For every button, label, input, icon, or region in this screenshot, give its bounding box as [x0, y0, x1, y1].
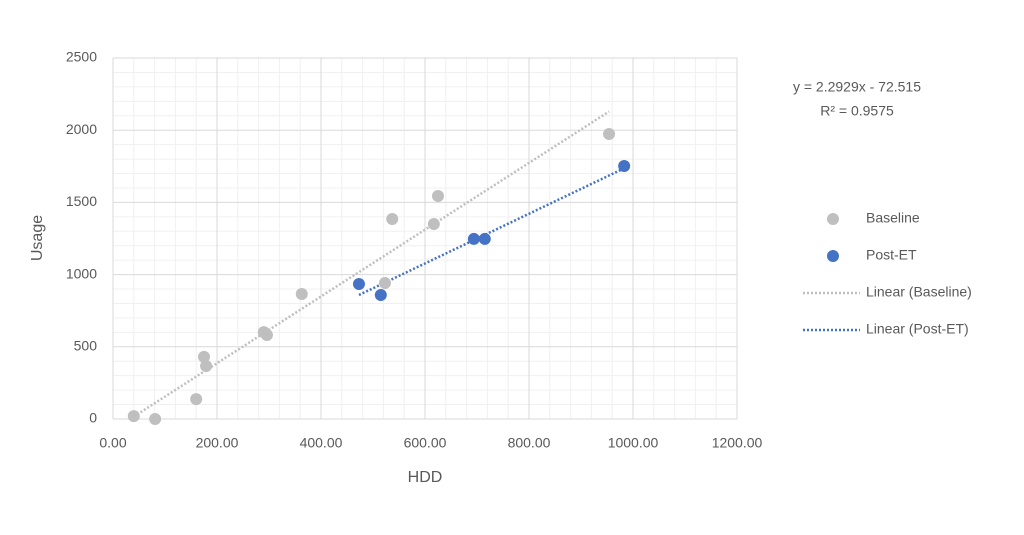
y-tick-label: 2000	[66, 121, 97, 137]
point	[149, 413, 162, 425]
point	[603, 127, 616, 140]
point	[386, 213, 399, 226]
y-tick-label: 2500	[66, 49, 97, 65]
trendline	[358, 167, 625, 297]
point	[478, 232, 491, 245]
x-tick-label: 0.00	[99, 435, 126, 451]
trend-equation: y = 2.2929x - 72.515	[793, 79, 921, 95]
x-tick-label: 200.00	[196, 435, 239, 451]
legend-label: Linear (Post-ET)	[866, 321, 969, 337]
legend-marker	[827, 250, 839, 262]
point	[260, 328, 273, 341]
point	[374, 288, 387, 301]
legend-label: Baseline	[866, 210, 920, 226]
x-tick-label: 600.00	[404, 435, 447, 451]
point	[198, 350, 210, 363]
x-axis-title: HDD	[408, 469, 443, 486]
point	[190, 393, 203, 406]
point	[378, 276, 391, 289]
y-axis-title: Usage	[29, 215, 46, 261]
x-tick-label: 1200.00	[712, 435, 763, 451]
point	[127, 410, 140, 423]
x-tick-label: 800.00	[508, 435, 551, 451]
point	[618, 160, 631, 173]
point	[352, 277, 365, 290]
y-tick-label: 1000	[66, 265, 97, 281]
x-tick-label: 1000.00	[608, 435, 659, 451]
y-tick-label: 500	[74, 338, 98, 354]
legend-label: Post-ET	[866, 247, 917, 263]
point	[427, 218, 440, 231]
y-tick-label: 0	[89, 410, 97, 426]
y-tick-label: 1500	[66, 193, 97, 209]
trend-r-squared: R² = 0.9575	[820, 103, 894, 119]
point	[295, 287, 308, 300]
point	[200, 360, 213, 373]
x-tick-label: 400.00	[300, 435, 343, 451]
point	[467, 232, 480, 245]
legend-label: Linear (Baseline)	[866, 284, 972, 300]
legend-marker	[827, 213, 839, 225]
point	[432, 190, 444, 203]
